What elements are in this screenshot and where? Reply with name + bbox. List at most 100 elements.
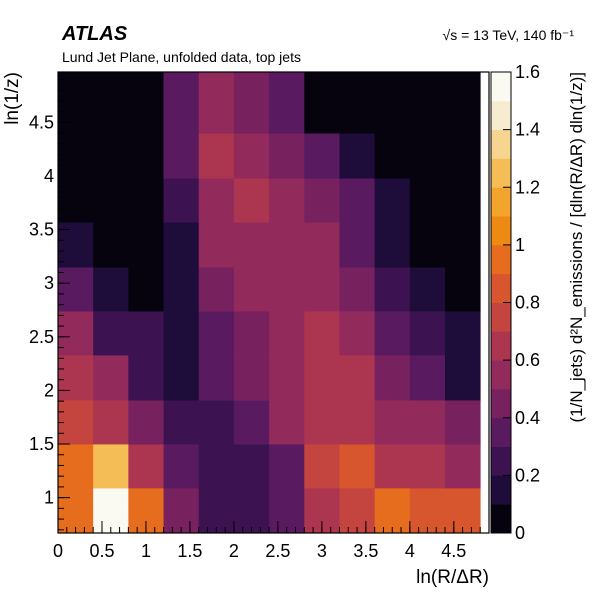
heatmap-cell: [269, 400, 305, 445]
heatmap-cell: [128, 444, 164, 489]
heatmap-cell: [198, 267, 235, 312]
heatmap-cell: [409, 487, 446, 534]
heatmap-cell: [198, 400, 235, 445]
heatmap-cell: [445, 400, 481, 445]
color-scale-ticks: 0 0.2 0.4 0.6 0.8 1 1.2 1.4 1.6: [503, 62, 540, 543]
heatmap-cell: [128, 400, 164, 445]
heatmap-cell: [58, 133, 94, 179]
x-tick-label: 3: [317, 541, 327, 561]
heatmap-cell: [198, 355, 235, 401]
heatmap-cell: [339, 400, 376, 445]
heatmap-cell: [269, 487, 305, 534]
heatmap-cell: [409, 400, 446, 445]
z-tick-label: 0.2: [515, 465, 540, 485]
heatmap-cell: [58, 267, 94, 312]
heatmap-cell: [198, 178, 235, 223]
x-tick-label: 0.5: [89, 541, 114, 561]
heatmap-cell: [128, 311, 164, 356]
heatmap-cell: [374, 311, 411, 356]
heatmap-cell: [445, 444, 481, 489]
heatmap-cell: [58, 444, 94, 489]
y-tick-label: 4: [44, 166, 54, 186]
x-axis-ticks: 0 0.5 1 1.5 2 2.5 3 3.5 4 4.5: [53, 521, 490, 561]
heatmap-cell: [93, 487, 129, 534]
heatmap-cell: [445, 178, 481, 223]
heatmap-cell: [339, 444, 376, 489]
color-scale-segment: [491, 100, 511, 131]
heatmap-cells: [58, 72, 481, 534]
heatmap-cell: [445, 355, 481, 401]
heatmap-cell: [58, 311, 94, 356]
color-scale-segment: [491, 360, 511, 390]
x-tick-label: 1: [141, 541, 151, 561]
heatmap-cell: [409, 178, 446, 223]
heatmap-cell: [163, 222, 200, 268]
heatmap-cell: [93, 267, 129, 312]
heatmap-cell: [339, 133, 376, 179]
heatmap-cell: [128, 178, 164, 223]
heatmap-cell: [304, 311, 340, 356]
heatmap-cell: [269, 72, 305, 134]
color-scale-segment: [491, 302, 511, 332]
heatmap-cell: [269, 178, 305, 223]
heatmap-cell: [409, 133, 446, 179]
heatmap-cell: [163, 444, 200, 489]
heatmap-cell: [58, 222, 94, 268]
heatmap-cell: [198, 222, 235, 268]
heatmap-cell: [163, 355, 200, 401]
heatmap-cell: [409, 222, 446, 268]
chart-subtitle: Lund Jet Plane, unfolded data, top jets: [62, 49, 301, 65]
heatmap-cell: [233, 267, 270, 312]
x-tick-label: 2: [229, 541, 239, 561]
heatmap-cell: [198, 487, 235, 534]
x-tick-label: 2.5: [265, 541, 290, 561]
z-axis-label: (1/N_jets) d²N_emissions / [dln(R/ΔR) dl…: [567, 72, 586, 423]
heatmap-cell: [445, 311, 481, 356]
heatmap-cell: [269, 355, 305, 401]
heatmap-cell: [304, 355, 340, 401]
heatmap-cell: [233, 178, 270, 223]
heatmap-cell: [163, 400, 200, 445]
z-tick-label: 1: [515, 235, 525, 255]
heatmap-cell: [233, 311, 270, 356]
heatmap-cell: [269, 222, 305, 268]
y-tick-label: 1: [44, 488, 54, 508]
heatmap-cell: [304, 133, 340, 179]
heatmap-cell: [339, 72, 376, 134]
y-axis-label: ln(1/z): [2, 72, 23, 125]
heatmap-cell: [163, 178, 200, 223]
color-scale-segment: [491, 504, 511, 534]
z-tick-label: 0.4: [515, 408, 540, 428]
x-tick-label: 4.5: [441, 541, 466, 561]
heatmap-cell: [374, 222, 411, 268]
color-scale-segment: [491, 273, 511, 303]
heatmap-cell: [233, 444, 270, 489]
energy-lumi-label: √s = 13 TeV, 140 fb⁻¹: [443, 27, 575, 43]
y-tick-label: 1.5: [29, 434, 54, 454]
atlas-label: ATLAS: [61, 23, 128, 45]
heatmap-cell: [93, 222, 129, 268]
heatmap-cell: [374, 400, 411, 445]
heatmap-cell: [233, 355, 270, 401]
heatmap-cell: [233, 222, 270, 268]
heatmap-cell: [374, 355, 411, 401]
heatmap-cell: [233, 133, 270, 179]
heatmap-cell: [198, 444, 235, 489]
heatmap-cell: [374, 72, 411, 134]
heatmap-cell: [58, 72, 94, 134]
heatmap-cell: [163, 72, 200, 134]
heatmap-cell: [198, 133, 235, 179]
y-tick-label: 4.5: [29, 112, 54, 132]
heatmap-cell: [339, 311, 376, 356]
color-scale-segment: [491, 216, 511, 246]
heatmap-cell: [304, 400, 340, 445]
color-scale-segment: [491, 331, 511, 361]
heatmap-cell: [409, 311, 446, 356]
z-tick-label: 1.2: [515, 177, 540, 197]
heatmap-cell: [445, 133, 481, 179]
z-tick-label: 0.8: [515, 293, 540, 313]
heatmap-cell: [93, 311, 129, 356]
heatmap-cell: [374, 267, 411, 312]
heatmap-cell: [269, 133, 305, 179]
